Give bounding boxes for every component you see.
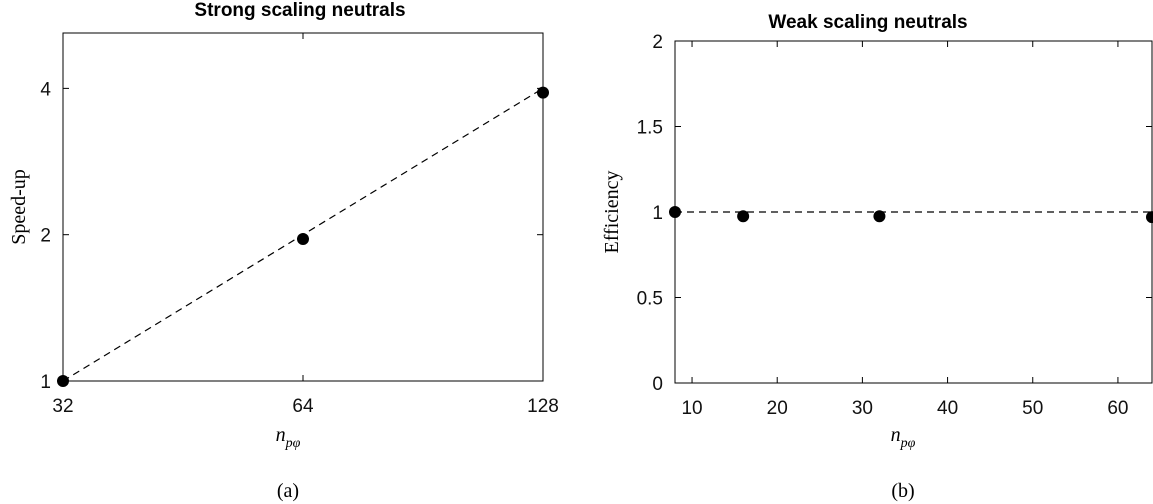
y-tick-label: 1 <box>652 203 663 224</box>
x-tick-label: 60 <box>1107 398 1128 419</box>
x-axis-label-main: n <box>276 424 286 446</box>
chart-title: Strong scaling neutrals <box>194 0 405 21</box>
tick-layer: 32 64 128 1 2 4 <box>40 33 559 417</box>
y-tick-label: 4 <box>40 79 51 100</box>
x-tick-label: 20 <box>767 398 788 419</box>
y-axis-label: Speed-up <box>8 169 30 245</box>
x-tick-label: 40 <box>937 398 958 419</box>
tick-layer: 10 20 30 40 50 60 0 0.5 1 1.5 2 <box>637 32 1152 419</box>
point-layer <box>669 206 1153 224</box>
x-tick-label: 30 <box>852 398 873 419</box>
x-axis-label: npφ <box>891 424 916 451</box>
x-axis-label-subscript: pφ <box>900 436 916 451</box>
panel-caption: (a) <box>277 480 299 502</box>
data-point <box>873 210 886 223</box>
data-point <box>737 210 750 223</box>
x-axis-label-subscript: pφ <box>285 436 301 451</box>
data-point <box>1146 211 1153 224</box>
data-point <box>57 375 69 387</box>
x-tick-label: 10 <box>681 398 702 419</box>
data-point <box>297 232 309 245</box>
x-tick-label: 64 <box>292 396 314 417</box>
plot-area-frame <box>62 32 544 382</box>
x-axis-label: npφ <box>276 424 301 451</box>
panel-strong-scaling: Strong scaling neutrals 32 64 128 1 2 4 Speed… <box>8 0 559 502</box>
y-axis-label: Efficiency <box>601 171 623 254</box>
y-tick-label: 0.5 <box>637 289 663 310</box>
chart-title: Weak scaling neutrals <box>768 12 967 33</box>
panel-caption: (b) <box>891 480 914 502</box>
x-axis-label-main: n <box>891 424 901 446</box>
point-layer <box>57 86 549 387</box>
y-tick-label: 2 <box>40 226 51 247</box>
data-point <box>537 86 549 99</box>
data-point <box>669 206 681 218</box>
panel-weak-scaling: Weak scaling neutrals 10 20 30 40 50 6000.511… <box>601 12 1153 502</box>
x-tick-label: 128 <box>527 396 559 417</box>
y-tick-label: 2 <box>652 32 663 53</box>
x-tick-label: 32 <box>52 396 73 417</box>
y-tick-label: 1 <box>40 372 51 393</box>
y-tick-label: 1.5 <box>637 118 663 139</box>
x-tick-label: 50 <box>1022 398 1043 419</box>
y-tick-label: 0 <box>652 374 663 395</box>
